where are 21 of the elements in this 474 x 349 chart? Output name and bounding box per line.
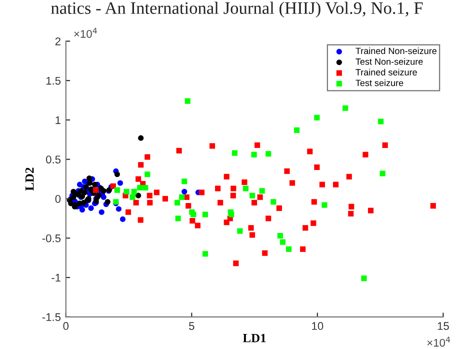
y-tick-label: 0.5 (46, 156, 61, 164)
legend-label: Test seizure (356, 80, 404, 86)
legend-label: Trained Non-seizure (356, 48, 436, 54)
x-tick-label: 0 (63, 322, 69, 330)
y-tick-label: -1 (52, 274, 60, 282)
legend-label: Test Non-seizure (356, 58, 423, 65)
y-tick-label: 1.5 (46, 76, 61, 85)
text: natics - An International Journal (HIIJ) Vol.9, No.1, F (51, 2, 423, 18)
x-axis-title: LD1 (242, 334, 266, 342)
text: ×10$^{4}$ (74, 28, 97, 38)
y-tick-label: 2 (55, 37, 60, 46)
text: ×10$^{4}$ (427, 336, 450, 347)
x-tick-label: 5 (189, 322, 194, 330)
y-tick-label: -0.5 (42, 234, 61, 242)
y-tick-label: -1.5 (42, 313, 61, 322)
y-tick-label: 1 (56, 116, 60, 124)
y-axis-title: LD2 (25, 168, 34, 191)
x-tick-label: 10 (312, 322, 324, 330)
y-tick-label: 0 (55, 195, 61, 203)
legend-label: Trained seizure (356, 68, 417, 76)
x-tick-label: 15 (438, 322, 449, 330)
